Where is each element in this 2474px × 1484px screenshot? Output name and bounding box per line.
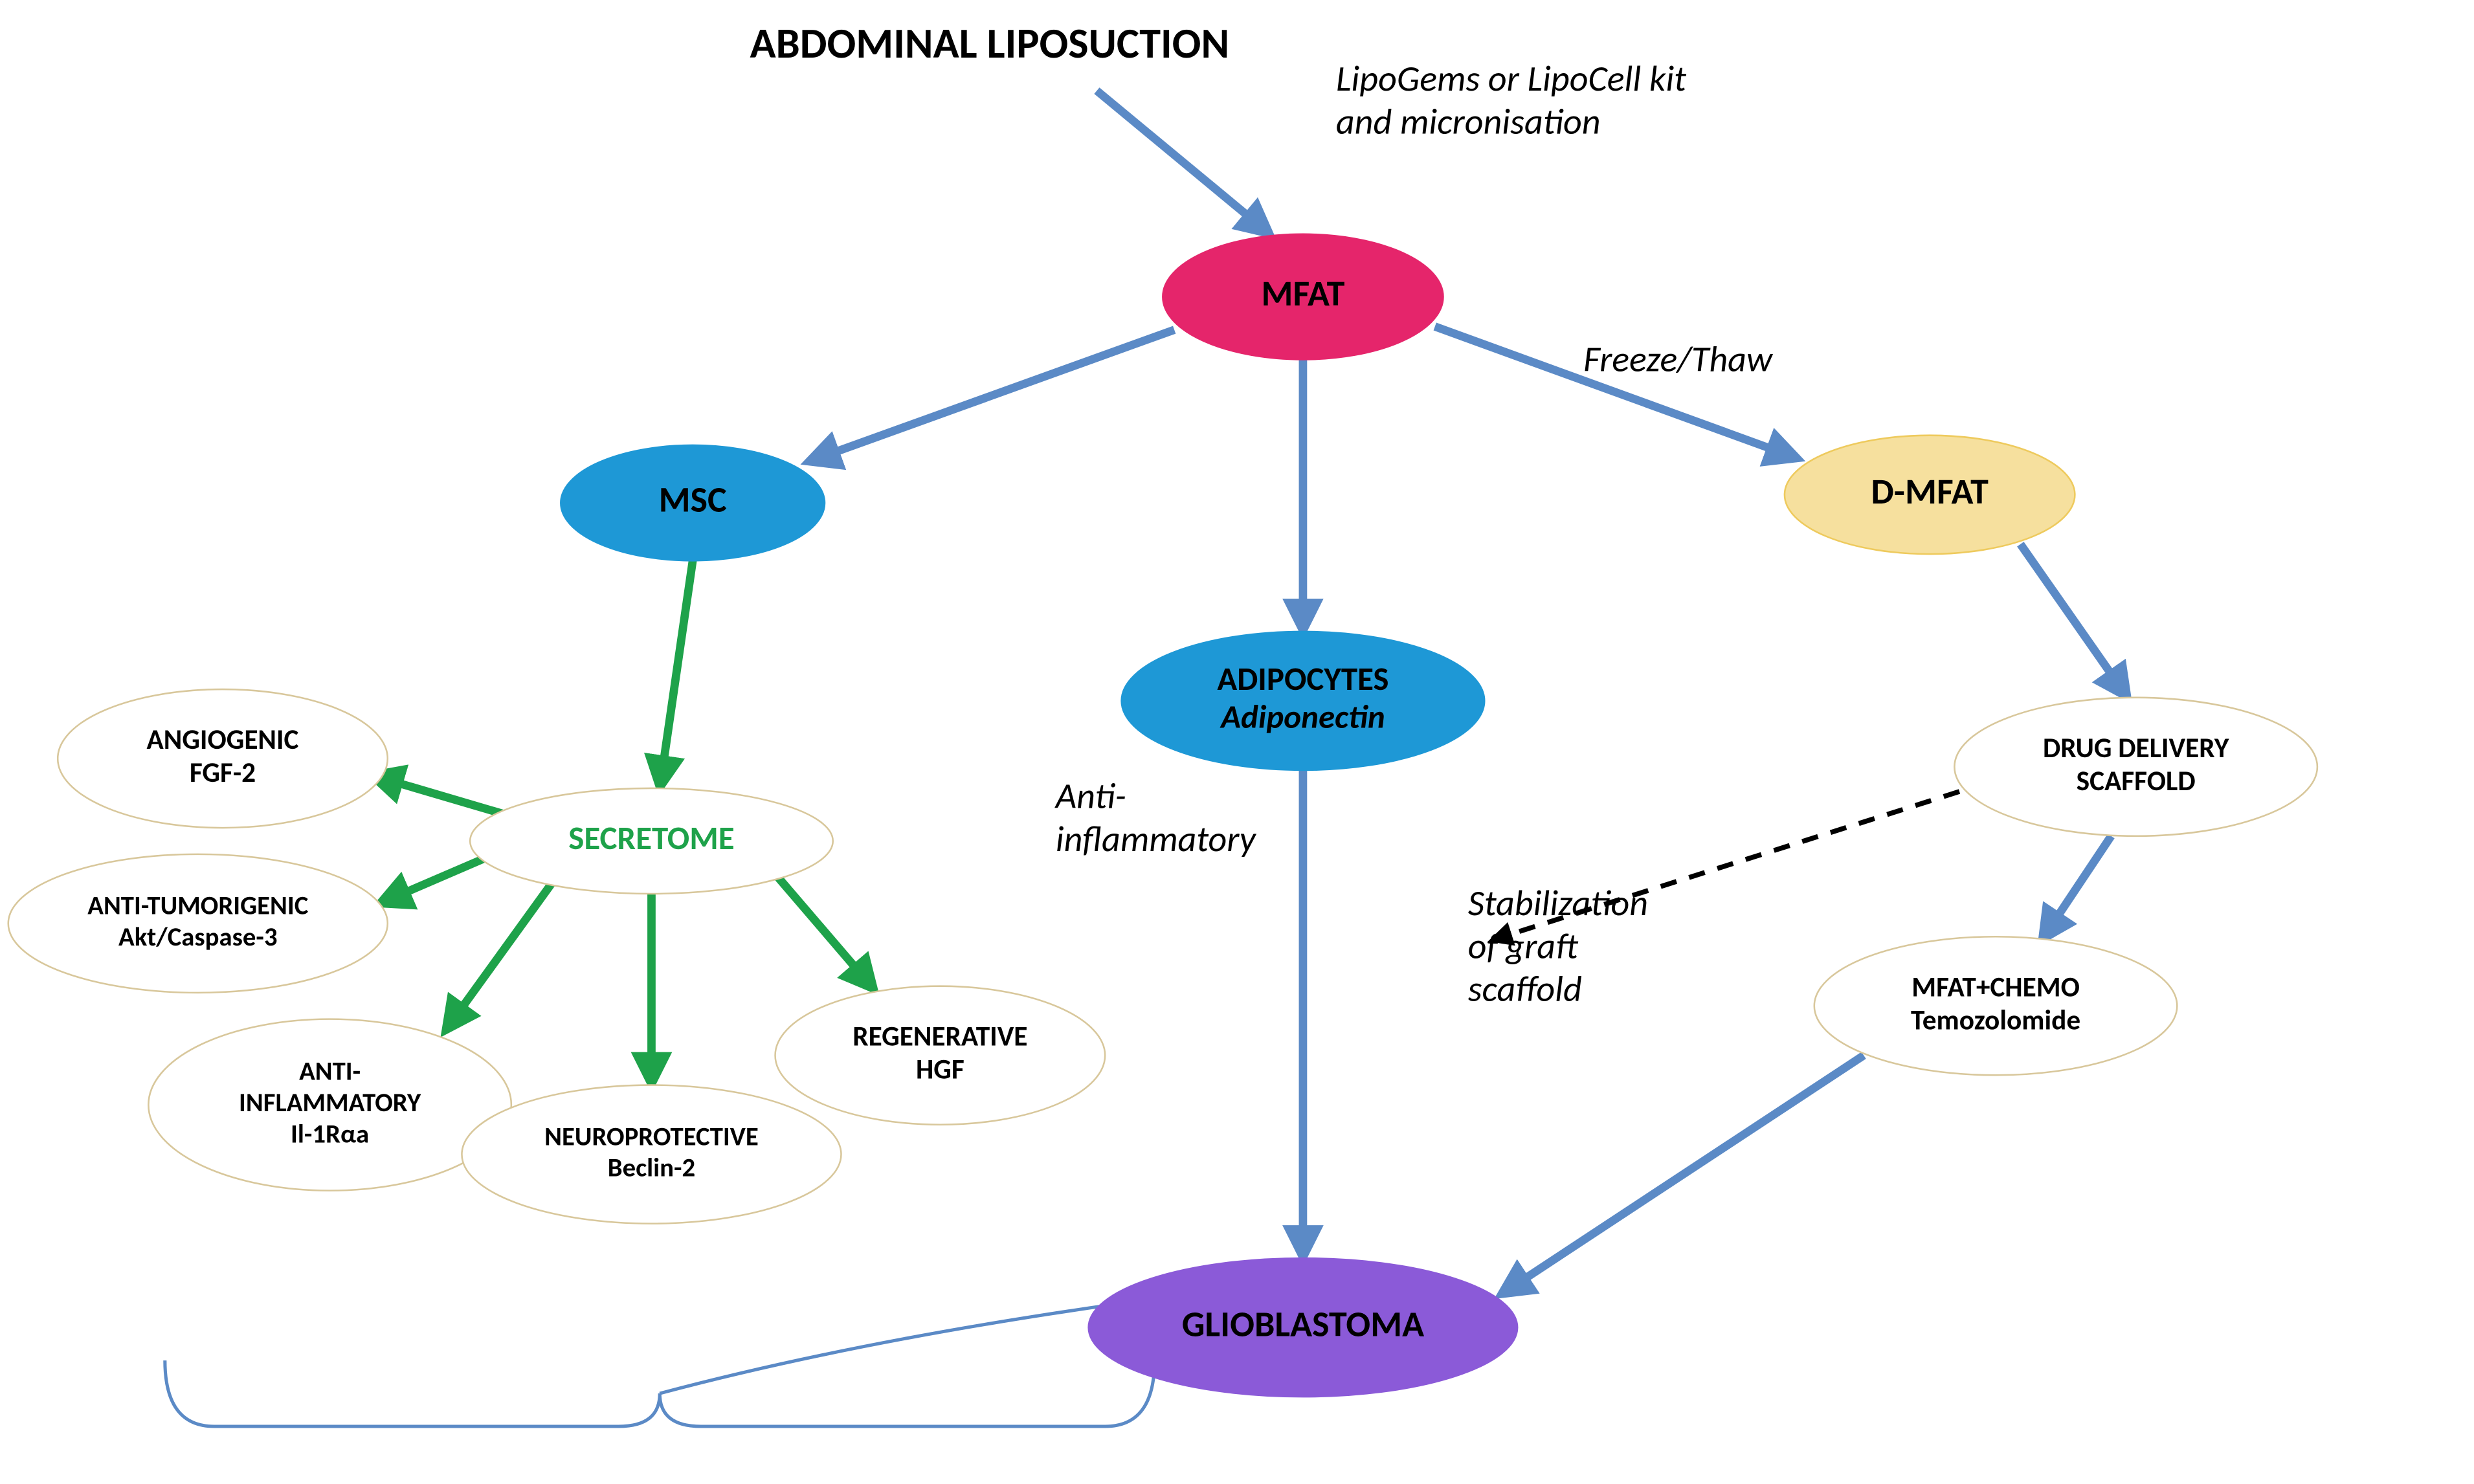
node-antiinflam-label-2: Il-1Rαa bbox=[291, 1117, 369, 1149]
node-drugdeliv: DRUG DELIVERYSCAFFOLD bbox=[1954, 698, 2317, 836]
lbl-antiinf-line-0: Anti- bbox=[1054, 775, 1126, 819]
lbl-lipogems: LipoGems or LipoCell kitand micronisatio… bbox=[1336, 57, 1686, 144]
node-angiogenic-label-1: FGF-2 bbox=[190, 755, 256, 790]
node-neuroprot-label-0: NEUROPROTECTIVE bbox=[544, 1120, 759, 1152]
lbl-stabil-line-1: of graft bbox=[1468, 924, 1579, 968]
node-mfatchemo-label-0: MFAT+CHEMO bbox=[1911, 969, 2080, 1004]
lbl-lipogems-line-1: and micronisation bbox=[1336, 100, 1601, 144]
e-msc-secret bbox=[660, 560, 693, 788]
lbl-stabil: Stabilizationof graftscaffold bbox=[1468, 881, 1648, 1011]
node-adipocytes-label-1: Adiponectin bbox=[1220, 696, 1385, 737]
node-secretome: SECRETOME bbox=[470, 788, 833, 894]
node-glioblastoma-label-0: GLIOBLASTOMA bbox=[1182, 1303, 1424, 1347]
lbl-freeze: Freeze/Thaw bbox=[1583, 337, 1774, 381]
lbl-lipogems-line-0: LipoGems or LipoCell kit bbox=[1336, 57, 1686, 101]
e-sec-antitum bbox=[379, 858, 487, 903]
lbl-antiinf: Anti-inflammatory bbox=[1054, 775, 1257, 861]
node-regenerative-label-1: HGF bbox=[916, 1052, 964, 1087]
node-msc: MSC bbox=[561, 445, 825, 560]
node-antiinflam-label-0: ANTI- bbox=[299, 1055, 361, 1087]
e-sec-regen bbox=[775, 874, 875, 989]
node-dmfat-label-0: D-MFAT bbox=[1871, 470, 1989, 514]
node-mfat: MFAT bbox=[1163, 234, 1443, 360]
node-adipocytes-label-0: ADIPOCYTES bbox=[1217, 658, 1388, 699]
node-dmfat: D-MFAT bbox=[1785, 436, 2075, 554]
e-dmfat-drug bbox=[2020, 544, 2128, 698]
node-angiogenic: ANGIOGENICFGF-2 bbox=[58, 689, 388, 828]
lbl-stabil-line-0: Stabilization bbox=[1468, 881, 1648, 925]
node-drugdeliv-label-0: DRUG DELIVERY bbox=[2043, 731, 2229, 765]
node-antitumor: ANTI-TUMORIGENICAkt/Caspase-3 bbox=[8, 854, 388, 993]
node-glioblastoma: GLIOBLASTOMA bbox=[1089, 1258, 1517, 1397]
e-title-mfat bbox=[1097, 91, 1270, 234]
node-antitumor-label-0: ANTI-TUMORIGENIC bbox=[87, 889, 308, 922]
lbl-stabil-line-2: scaffold bbox=[1468, 968, 1582, 1012]
e-sec-antiinf bbox=[445, 882, 553, 1030]
node-secretome-label-0: SECRETOME bbox=[568, 817, 734, 858]
node-mfatchemo: MFAT+CHEMOTemozolomide bbox=[1814, 936, 2178, 1075]
flow-diagram: ABDOMINAL LIPOSUCTION MFAT MSC D-MFAT ADIPOC… bbox=[0, 0, 2474, 1484]
e-drug-chemo bbox=[2042, 836, 2111, 940]
node-mfat-label-0: MFAT bbox=[1261, 272, 1344, 316]
node-regenerative-label-0: REGENERATIVE bbox=[853, 1019, 1027, 1054]
node-antiinflam: ANTI-INFLAMMATORYIl-1Rαa bbox=[148, 1019, 511, 1191]
node-antiinflam-label-1: INFLAMMATORY bbox=[239, 1086, 421, 1118]
node-msc-label-0: MSC bbox=[659, 478, 727, 522]
node-neuroprot-label-1: Beclin-2 bbox=[608, 1151, 695, 1184]
e-chemo-glio bbox=[1501, 1056, 1864, 1294]
node-mfatchemo-label-1: Temozolomide bbox=[1911, 1002, 2080, 1037]
lbl-freeze-line-0: Freeze/Thaw bbox=[1583, 337, 1774, 381]
node-angiogenic-label-0: ANGIOGENIC bbox=[147, 722, 299, 757]
diagram-title: ABDOMINAL LIPOSUCTION bbox=[750, 17, 1229, 69]
node-antitumor-label-1: Akt/Caspase-3 bbox=[118, 920, 278, 953]
node-neuroprot: NEUROPROTECTIVEBeclin-2 bbox=[462, 1085, 841, 1224]
e-sec-angio bbox=[371, 775, 511, 817]
e-mfat-msc bbox=[808, 330, 1175, 462]
node-adipocytes: ADIPOCYTESAdiponectin bbox=[1122, 632, 1485, 770]
node-regenerative: REGENERATIVEHGF bbox=[775, 986, 1106, 1125]
node-drugdeliv-label-1: SCAFFOLD bbox=[2077, 764, 2196, 798]
lbl-antiinf-line-1: inflammatory bbox=[1056, 817, 1257, 861]
